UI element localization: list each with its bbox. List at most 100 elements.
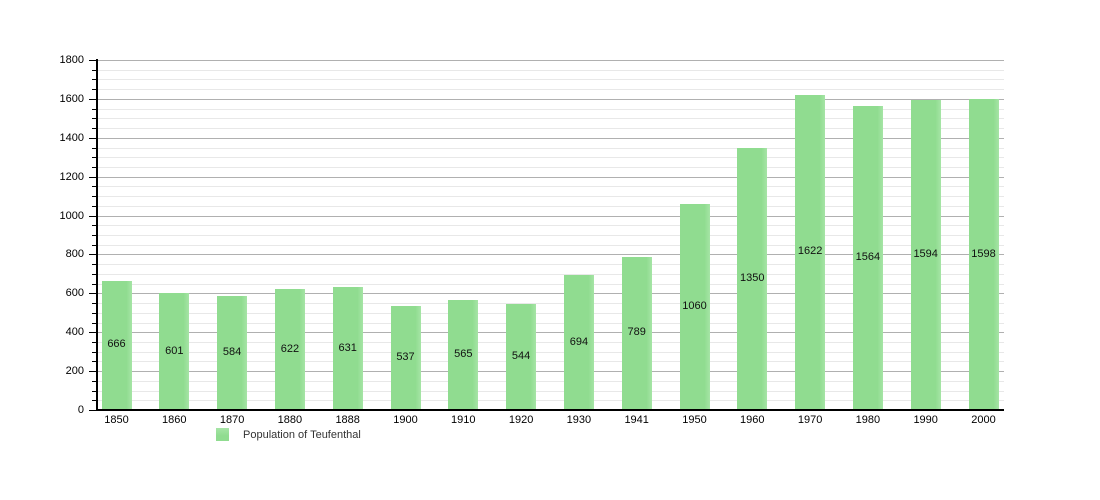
y-minor-tick — [92, 186, 96, 187]
y-major-tick — [89, 60, 96, 61]
y-tick-label: 200 — [65, 365, 84, 377]
x-tick-label: 1980 — [855, 414, 881, 426]
major-gridline — [97, 216, 1004, 217]
minor-gridline — [97, 264, 1004, 265]
bar-value-label: 1594 — [913, 248, 938, 260]
x-tick-label: 1888 — [335, 414, 360, 426]
minor-gridline — [97, 89, 1004, 90]
bar-value-label: 631 — [338, 342, 357, 354]
bar-value-label: 584 — [222, 346, 242, 358]
minor-gridline — [97, 361, 1004, 362]
x-tick-label: 1850 — [104, 414, 129, 426]
minor-gridline — [97, 128, 1004, 129]
x-tick-label: 1860 — [162, 414, 187, 426]
y-tick-label: 1400 — [59, 132, 84, 144]
y-major-tick — [89, 177, 96, 178]
y-tick-label: 1800 — [59, 54, 84, 66]
minor-gridline — [97, 196, 1004, 197]
y-tick-label: 800 — [65, 248, 84, 260]
x-tick-label: 1900 — [393, 414, 418, 426]
x-tick-label: 1930 — [566, 414, 592, 426]
y-tick-label: 600 — [65, 287, 84, 299]
minor-gridline — [97, 352, 1004, 353]
bar — [506, 304, 537, 410]
major-gridline — [97, 371, 1004, 372]
y-minor-tick — [92, 303, 96, 304]
bar-value-label: 565 — [454, 348, 473, 360]
y-minor-tick — [92, 400, 96, 401]
y-minor-tick — [92, 79, 96, 80]
minor-gridline — [97, 79, 1004, 80]
minor-gridline — [97, 303, 1004, 304]
legend-label: Population of Teufenthal — [243, 428, 361, 441]
y-minor-tick — [92, 284, 96, 285]
bar-value-label: 544 — [511, 350, 531, 362]
x-tick-label: 2000 — [971, 414, 996, 426]
bar — [217, 296, 248, 410]
y-minor-tick — [92, 70, 96, 71]
y-minor-tick — [92, 264, 96, 265]
major-gridline — [97, 177, 1004, 178]
bar-value-label: 1598 — [971, 248, 996, 260]
minor-gridline — [97, 148, 1004, 149]
bar-value-label: 1350 — [740, 272, 765, 284]
y-major-tick — [89, 99, 96, 100]
bar-value-label: 1060 — [682, 300, 707, 312]
y-tick-label: 1600 — [59, 93, 84, 105]
y-minor-tick — [92, 118, 96, 119]
bar — [274, 289, 305, 410]
y-minor-tick — [92, 196, 96, 197]
bar — [795, 94, 826, 410]
bar-value-label: 537 — [396, 351, 415, 363]
minor-gridline — [97, 157, 1004, 158]
y-tick-label: 0 — [77, 404, 84, 416]
y-major-tick — [89, 254, 96, 255]
bar-value-label: 666 — [107, 338, 126, 350]
y-minor-tick — [92, 342, 96, 343]
y-axis-line — [96, 59, 98, 411]
major-gridline — [97, 99, 1004, 100]
x-tick-label: 1990 — [913, 414, 938, 426]
y-minor-tick — [92, 225, 96, 226]
x-tick-label: 1950 — [682, 414, 707, 426]
y-minor-tick — [92, 89, 96, 90]
x-tick-label: 1920 — [508, 414, 534, 426]
minor-gridline — [97, 225, 1004, 226]
y-major-tick — [89, 410, 96, 411]
major-gridline — [97, 138, 1004, 139]
minor-gridline — [97, 118, 1004, 119]
y-major-tick — [89, 216, 96, 217]
major-gridline — [97, 254, 1004, 255]
bar — [332, 287, 363, 410]
y-minor-tick — [92, 381, 96, 382]
y-minor-tick — [92, 361, 96, 362]
y-major-tick — [89, 371, 96, 372]
bar-value-label: 601 — [165, 345, 184, 357]
y-tick-label: 1200 — [59, 171, 84, 183]
bar — [968, 99, 999, 410]
bar — [159, 293, 190, 410]
minor-gridline — [97, 284, 1004, 285]
major-gridline — [97, 293, 1004, 294]
bar — [737, 147, 768, 410]
y-minor-tick — [92, 235, 96, 236]
y-minor-tick — [92, 148, 96, 149]
x-tick-label: 1910 — [451, 414, 476, 426]
y-major-tick — [89, 293, 96, 294]
minor-gridline — [97, 235, 1004, 236]
y-minor-tick — [92, 352, 96, 353]
x-axis-line — [96, 409, 1004, 411]
legend: Population of Teufenthal — [216, 428, 361, 441]
x-tick-label: 1880 — [277, 414, 303, 426]
bar — [852, 105, 883, 410]
y-tick-label: 400 — [65, 326, 84, 338]
y-minor-tick — [92, 323, 96, 324]
y-major-tick — [89, 332, 96, 333]
minor-gridline — [97, 323, 1004, 324]
bar — [448, 300, 479, 410]
minor-gridline — [97, 206, 1004, 207]
bar-value-label: 1564 — [855, 251, 881, 263]
bar — [563, 275, 594, 410]
bar-value-label: 694 — [569, 336, 589, 348]
